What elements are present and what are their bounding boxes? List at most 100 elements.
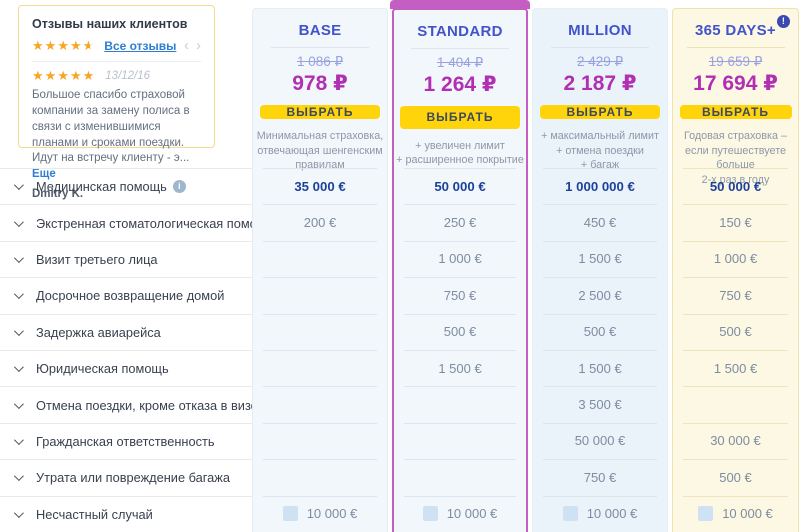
value-text: 50 000 € <box>574 433 626 449</box>
plan-price: 17 694 ₽ <box>693 72 778 95</box>
plan-value-cell: 500 € <box>673 313 798 350</box>
review-author: Dmitry K. <box>32 188 84 201</box>
plan-value-cell: 200 € <box>253 204 387 240</box>
plan-header: STANDARD 1 404 ₽ 1 264 ₽ ВЫБРАТЬ + увеличен … <box>394 10 526 168</box>
value-text: 10 000 € <box>722 506 773 522</box>
next-review-arrow-icon[interactable]: › <box>196 37 201 54</box>
chevron-down-icon <box>13 435 24 445</box>
feature-row[interactable]: Утрата или повреждение багажа <box>0 459 252 495</box>
feature-row[interactable]: Гражданская ответственность <box>0 422 252 459</box>
choose-button[interactable]: ВЫБРАТЬ <box>540 105 660 119</box>
star-icon: ★ <box>32 38 45 53</box>
plan-old-price: 19 659 ₽ <box>708 54 763 69</box>
plan-value-cell: 1 500 € <box>533 349 667 386</box>
plan-value-cell: 500 € <box>673 459 798 495</box>
feature-row[interactable]: Досрочное возвращение домой <box>0 277 252 313</box>
plan-value-cell: 2 500 € <box>533 277 667 313</box>
value-text: 1 000 € <box>713 251 758 267</box>
feature-row[interactable]: Несчастный случай <box>0 495 252 532</box>
plan-value-cell <box>253 349 387 386</box>
review-rating-stars: ★★★★★ <box>32 69 95 82</box>
plan-value-cell <box>253 277 387 313</box>
plan-value-cell: 35 000 € <box>253 168 387 204</box>
chevron-down-icon <box>13 253 24 264</box>
value-text: 10 000 € <box>306 506 358 522</box>
plan-value-cell: 1 500 € <box>673 349 798 386</box>
choose-button[interactable]: ВЫБРАТЬ <box>679 105 792 119</box>
review-rating-row: ★★★★★ 13/12/16 <box>32 69 201 82</box>
feature-row[interactable]: Визит третьего лица <box>0 240 252 277</box>
star-icon: ★ <box>69 68 83 83</box>
plan-value-cell <box>253 386 387 422</box>
feature-row[interactable]: Отмена поездки, кроме отказа в визе <box>0 386 258 422</box>
choose-button[interactable]: ВЫБРАТЬ <box>400 106 520 129</box>
plan-old-price: 1 404 ₽ <box>436 55 484 70</box>
plan-title: STANDARD <box>417 23 503 40</box>
prev-review-arrow-icon[interactable]: ‹ <box>184 37 189 54</box>
feature-label: Визит третьего лица <box>36 251 158 267</box>
feature-label: Несчастный случай <box>36 506 153 522</box>
chevron-down-icon <box>13 507 24 518</box>
plan-value-cell <box>673 386 798 422</box>
value-text: 750 € <box>583 469 617 485</box>
plan-old-price: 1 086 ₽ <box>296 54 344 69</box>
plan-value-cell: 150 € <box>673 204 798 240</box>
review-date: 13/12/16 <box>105 69 151 82</box>
chevron-down-icon <box>13 289 24 300</box>
plan-value-cell: 500 € <box>533 313 667 350</box>
value-text: 50 000 € <box>709 178 762 194</box>
feature-row[interactable]: Медицинская помощь i <box>0 168 252 204</box>
plan-value-cell: 50 000 € <box>533 422 667 459</box>
value-text: 500 € <box>443 324 477 340</box>
choose-button[interactable]: ВЫБРАТЬ <box>260 105 380 119</box>
plan-value-cell <box>394 386 526 422</box>
plan-value-cell: 10 000 € <box>394 495 526 532</box>
value-checkbox[interactable] <box>562 506 578 522</box>
value-text: 30 000 € <box>710 433 761 449</box>
feature-label: Юридическая помощь <box>36 361 169 377</box>
plan-title-divider <box>686 47 785 48</box>
plan-title-divider <box>551 47 649 48</box>
info-icon[interactable]: i <box>172 180 186 194</box>
review-divider <box>32 61 201 62</box>
reviews-title: Отзывы наших клиентов <box>32 17 188 31</box>
review-more-link[interactable]: Еще <box>32 168 56 181</box>
plan-value-cell <box>394 459 526 495</box>
plan-header: 365 DAYS+! 19 659 ₽ 17 694 ₽ ВЫБРАТЬ Годовая… <box>673 9 798 186</box>
plan-value-cell: 50 000 € <box>673 168 798 204</box>
feature-label: Досрочное возвращение домой <box>36 288 225 304</box>
plan-price: 978 ₽ <box>292 72 348 95</box>
value-text: 500 € <box>583 324 617 340</box>
value-text: 2 500 € <box>578 287 622 303</box>
plan-value-cell: 500 € <box>394 313 526 350</box>
value-checkbox[interactable] <box>282 506 298 522</box>
star-icon: ★ <box>44 38 58 53</box>
plan-value-cell: 250 € <box>394 204 526 240</box>
value-text: 1 000 € <box>438 251 482 267</box>
feature-row[interactable]: Задержка авиарейса <box>0 313 252 350</box>
plan-price: 1 264 ₽ <box>423 73 497 96</box>
value-checkbox[interactable] <box>698 506 714 522</box>
value-checkbox[interactable] <box>422 506 438 522</box>
all-reviews-link[interactable]: Все отзывы <box>104 38 177 53</box>
feature-row[interactable]: Экстренная стоматологическая помощь <box>0 204 274 240</box>
plan-value-cell: 50 000 € <box>394 168 526 204</box>
feature-label: Задержка авиарейса <box>36 324 161 340</box>
value-text: 450 € <box>583 215 617 231</box>
plan-value-cell: 10 000 € <box>533 495 667 532</box>
feature-label: Медицинская помощь <box>36 179 167 195</box>
plan-description: + увеличен лимит + расширенное покрытие <box>396 139 524 167</box>
value-text: 1 500 € <box>713 360 758 376</box>
info-badge-icon[interactable]: ! <box>776 15 790 28</box>
plan-value-cell: 3 500 € <box>533 386 667 422</box>
feature-label: Экстренная стоматологическая помощь <box>36 215 274 231</box>
star-icon: ★ <box>57 38 70 53</box>
plan-old-price: 2 429 ₽ <box>576 54 624 69</box>
plan-title-divider <box>411 48 509 49</box>
feature-row[interactable]: Юридическая помощь <box>0 349 252 386</box>
plan-value-cell <box>253 422 387 459</box>
star-icon: ★ <box>69 38 83 53</box>
star-icon: ★ <box>57 68 70 83</box>
plan-value-cell: 450 € <box>533 204 667 240</box>
